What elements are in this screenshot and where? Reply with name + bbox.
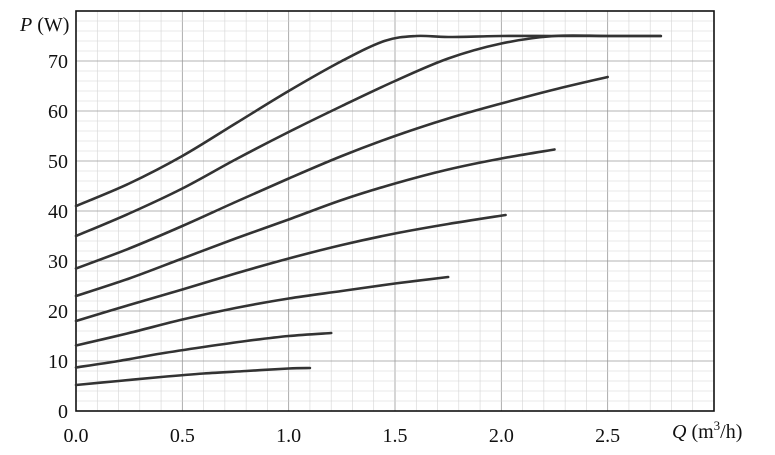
y-axis-unit: (W)	[32, 14, 69, 36]
x-axis-unit-sup: 3	[714, 418, 721, 433]
curve-4	[74, 213, 507, 323]
x-tick-label: 0.5	[170, 425, 195, 447]
curve-7	[74, 34, 663, 238]
curve-8	[74, 34, 663, 208]
y-tick-label: 10	[48, 351, 68, 373]
x-tick-label: 1.0	[276, 425, 301, 447]
y-tick-label: 60	[48, 101, 68, 123]
y-tick-label: 40	[48, 201, 68, 223]
y-tick-label: 0	[58, 401, 68, 423]
curve-2	[74, 331, 333, 369]
x-axis-title: Q (m3/h)	[672, 418, 742, 443]
x-tick-labels: 0.0 0.5 1.0 1.5 2.0 2.5	[64, 425, 621, 447]
curve-5	[74, 148, 556, 298]
y-tick-label: 30	[48, 251, 68, 273]
x-axis-unit-prefix: (m	[686, 421, 714, 443]
y-axis-symbol: P	[19, 14, 32, 36]
chart-grid	[76, 11, 714, 411]
x-axis-symbol: Q	[672, 421, 687, 443]
curves-group	[74, 34, 663, 387]
y-tick-labels: 0 10 20 30 40 50 60 70	[48, 51, 68, 423]
y-axis-title: P (W)	[19, 14, 69, 36]
curve-1	[74, 366, 312, 387]
x-tick-label: 2.0	[489, 425, 514, 447]
plot-frame	[75, 10, 715, 412]
x-tick-label: 1.5	[383, 425, 408, 447]
x-tick-label: 2.5	[595, 425, 620, 447]
curve-3	[74, 275, 450, 347]
y-tick-label: 70	[48, 51, 68, 73]
x-tick-label: 0.0	[64, 425, 89, 447]
y-tick-label: 20	[48, 301, 68, 323]
curve-6	[74, 75, 609, 270]
y-tick-label: 50	[48, 151, 68, 173]
x-axis-unit-suffix: /h)	[720, 421, 742, 443]
